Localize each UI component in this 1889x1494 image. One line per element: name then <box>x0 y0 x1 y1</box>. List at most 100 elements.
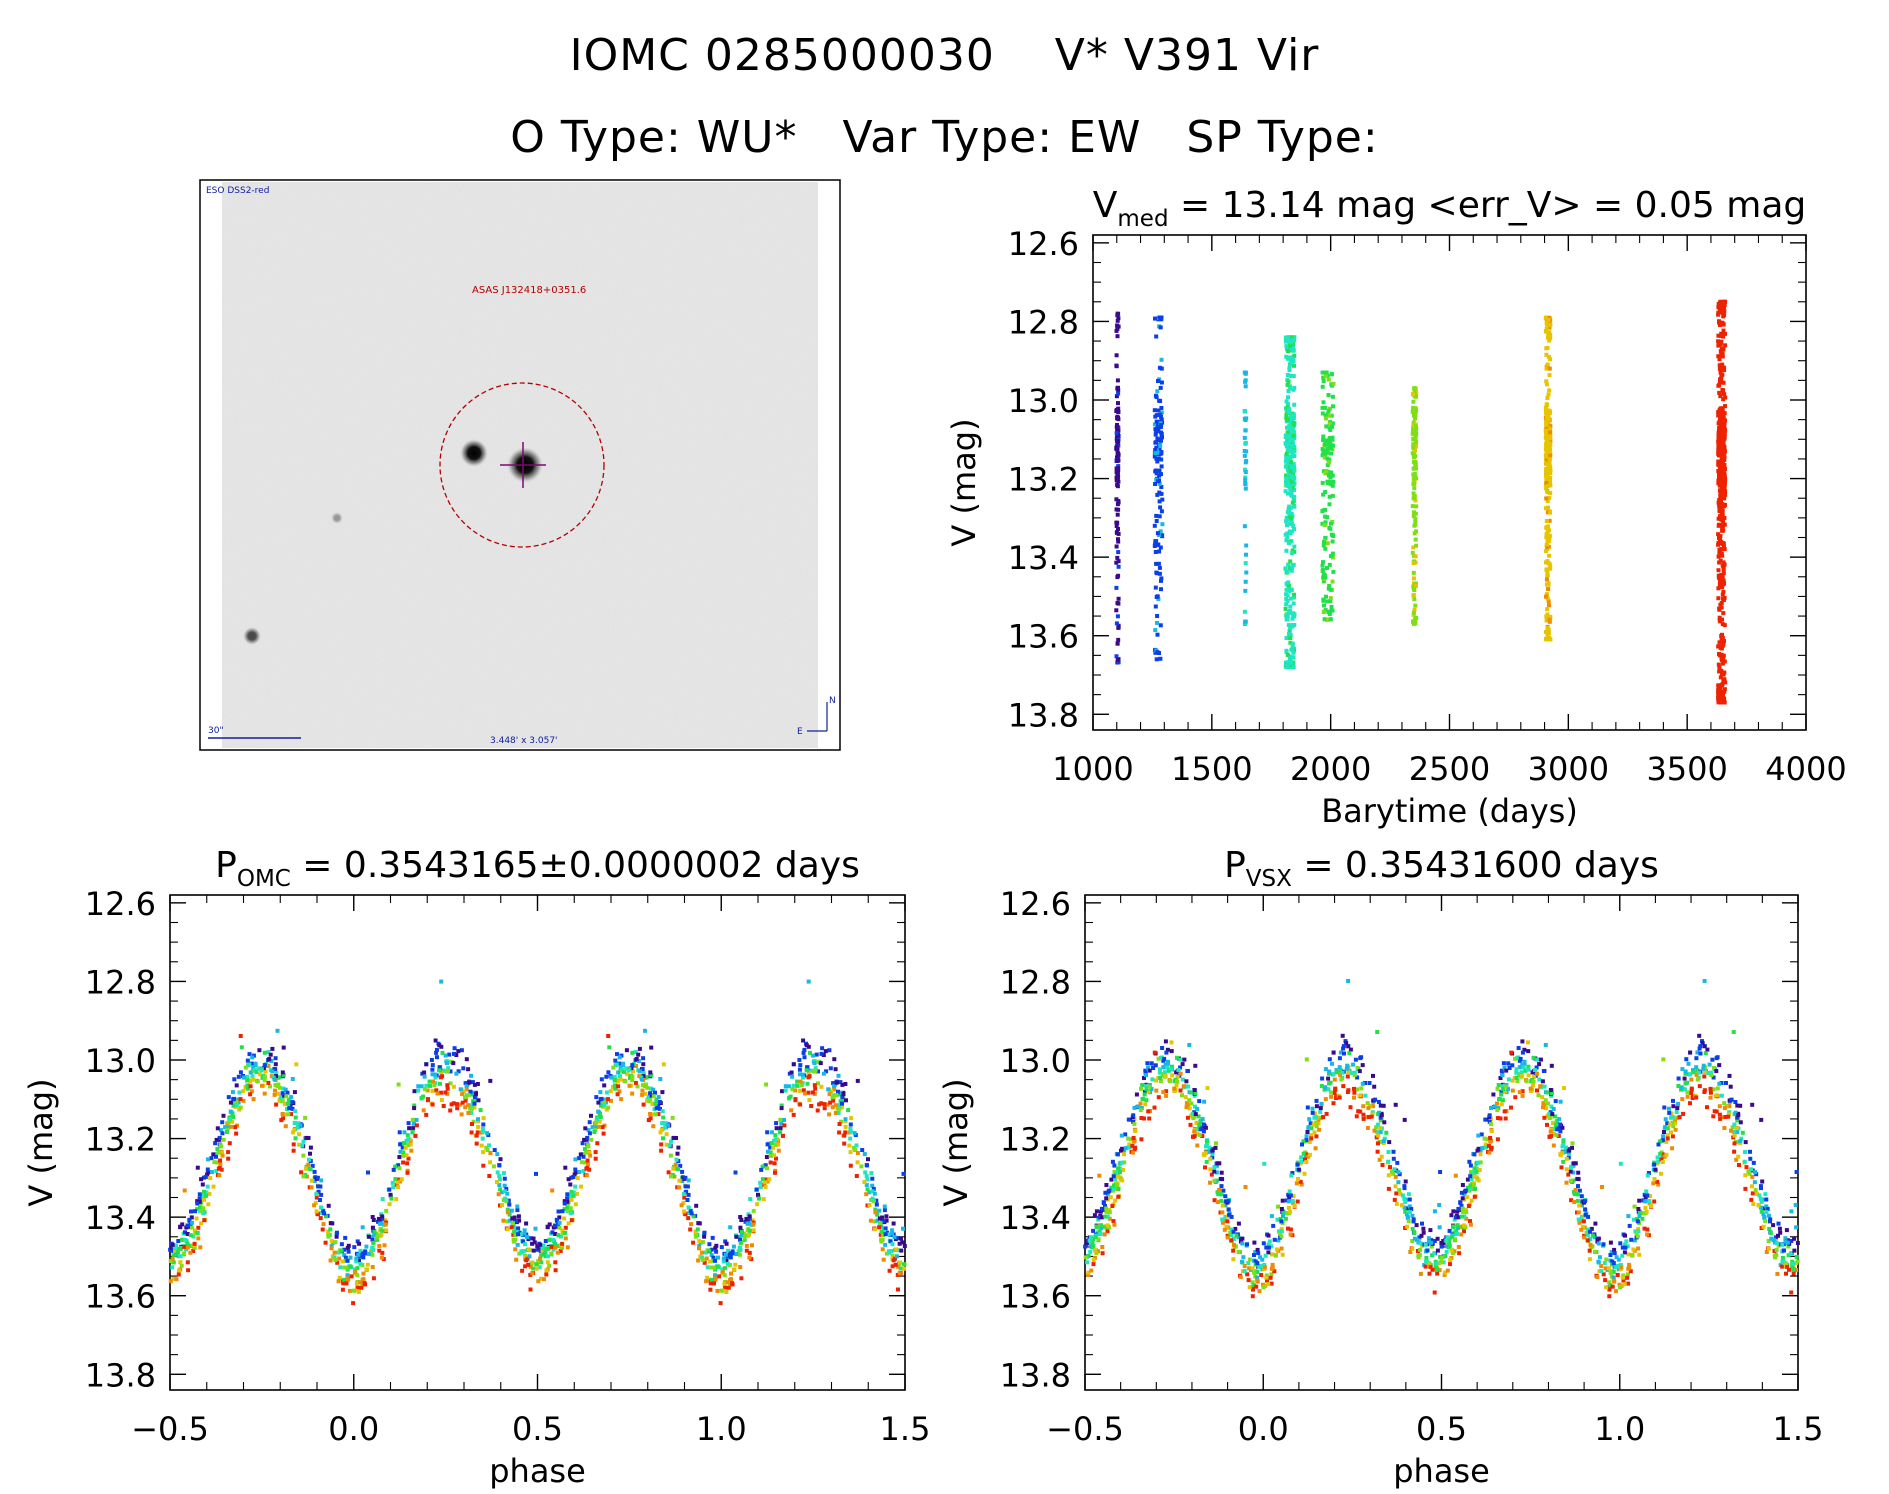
data-point <box>842 1133 847 1138</box>
data-point <box>345 1273 350 1278</box>
data-point <box>472 1095 477 1100</box>
data-point <box>1370 1112 1375 1117</box>
data-point <box>1110 1159 1115 1164</box>
data-point <box>1116 324 1121 329</box>
data-point <box>178 1254 183 1259</box>
data-point <box>595 1117 600 1122</box>
data-point <box>1716 469 1721 473</box>
data-point <box>281 1086 286 1091</box>
data-point <box>1160 1073 1165 1077</box>
data-point <box>1122 1160 1127 1165</box>
data-point <box>185 1232 190 1236</box>
data-point <box>270 1069 275 1074</box>
data-point <box>887 1250 891 1255</box>
x-tick-label: 2500 <box>1409 750 1490 788</box>
data-point <box>1413 424 1418 429</box>
data-point <box>1722 516 1727 520</box>
data-point <box>801 1050 806 1055</box>
target-label: ASAS J132418+0351.6 <box>472 285 586 296</box>
data-point <box>1159 406 1164 410</box>
data-point <box>357 1258 361 1263</box>
data-point <box>195 1207 200 1212</box>
data-point <box>1104 1209 1109 1214</box>
data-point <box>1290 645 1295 650</box>
data-point <box>372 1229 377 1234</box>
data-point <box>500 1203 504 1207</box>
data-point <box>1395 1160 1400 1165</box>
data-point <box>526 1237 531 1242</box>
data-point <box>1410 430 1415 434</box>
data-point <box>171 1260 176 1265</box>
data-point <box>430 1063 435 1068</box>
data-point <box>1114 431 1119 436</box>
data-point <box>1717 305 1722 310</box>
data-point <box>1719 372 1724 377</box>
data-point <box>1413 412 1418 417</box>
data-point <box>1213 1145 1218 1150</box>
data-point <box>1243 467 1247 472</box>
data-point <box>1717 652 1721 656</box>
data-point <box>1289 340 1294 345</box>
data-point <box>1719 413 1723 418</box>
data-point <box>1489 1105 1493 1110</box>
data-point <box>391 1167 396 1172</box>
data-point <box>1607 1280 1612 1285</box>
data-point <box>1116 311 1121 316</box>
data-point <box>267 1057 272 1061</box>
data-point <box>1675 1116 1680 1120</box>
data-point <box>1285 401 1290 406</box>
data-point <box>1548 510 1552 515</box>
data-point <box>1327 422 1332 426</box>
data-point <box>1159 472 1163 477</box>
data-point <box>867 1190 872 1195</box>
data-point <box>205 1184 210 1189</box>
data-point <box>1291 433 1296 438</box>
data-point <box>503 1189 507 1194</box>
data-point <box>1243 588 1248 593</box>
data-point <box>526 1247 531 1252</box>
x-tick-label: 1.0 <box>1594 1410 1645 1448</box>
data-point <box>1115 378 1120 383</box>
data-point <box>1703 1051 1708 1056</box>
data-point <box>774 1121 779 1126</box>
data-point <box>1411 442 1416 447</box>
data-point <box>685 1184 690 1189</box>
data-point <box>877 1216 882 1221</box>
data-point <box>1154 468 1159 473</box>
data-point <box>724 1258 729 1263</box>
data-point <box>709 1265 714 1270</box>
data-point <box>1292 468 1297 473</box>
data-point <box>1716 586 1721 591</box>
data-point <box>1283 464 1288 469</box>
data-point <box>1110 1204 1115 1208</box>
data-point <box>890 1264 895 1269</box>
data-point <box>854 1174 859 1178</box>
data-point <box>293 1136 298 1141</box>
data-point <box>810 1090 815 1095</box>
y-axis-label: V (mag) <box>937 1078 975 1206</box>
data-point <box>1291 374 1296 379</box>
data-point <box>1722 494 1727 499</box>
data-point <box>683 1212 688 1217</box>
data-point <box>227 1141 232 1146</box>
y-tick-label: 13.2 <box>1000 1121 1071 1159</box>
data-point <box>1572 1200 1577 1204</box>
data-point <box>1543 429 1548 433</box>
data-point <box>689 1211 694 1216</box>
data-point <box>1290 548 1295 553</box>
data-point <box>274 1071 279 1076</box>
data-point <box>1717 692 1721 697</box>
data-point <box>569 1197 574 1202</box>
data-point <box>1548 322 1553 327</box>
data-point <box>1543 506 1548 511</box>
data-point <box>1323 471 1328 476</box>
data-point <box>1376 1133 1381 1138</box>
data-point <box>441 1104 446 1108</box>
data-point <box>262 1078 267 1083</box>
data-point <box>636 1059 641 1063</box>
data-point <box>196 1225 201 1230</box>
data-point <box>553 1260 558 1265</box>
data-point <box>197 1205 202 1210</box>
data-point <box>1292 449 1297 454</box>
data-point <box>1318 1110 1323 1115</box>
